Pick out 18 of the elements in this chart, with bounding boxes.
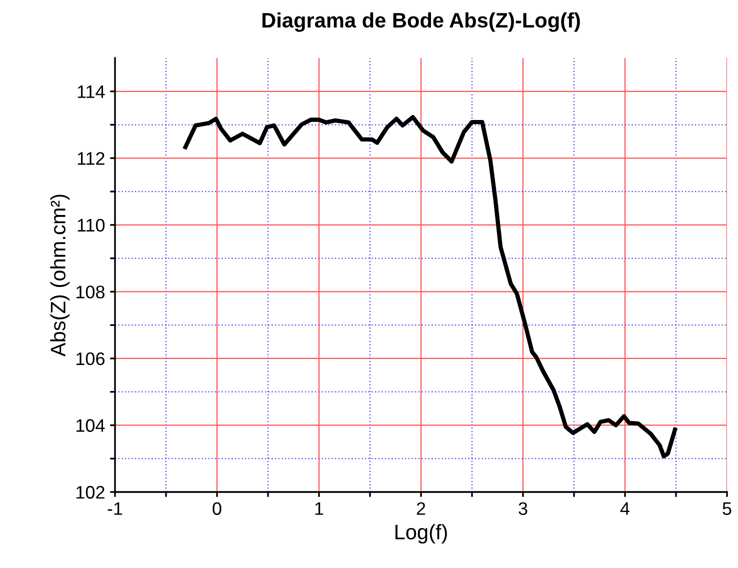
y-tick-label: 106 xyxy=(76,352,104,366)
y-tick-label: 102 xyxy=(76,486,104,499)
x-tick-label: 2 xyxy=(416,502,426,515)
x-tick-label: 4 xyxy=(620,502,630,515)
y-tick-label: 114 xyxy=(78,86,105,98)
x-tick-label: 3 xyxy=(518,502,528,515)
x-tick-label: -1 xyxy=(108,502,122,515)
y-axis-title: Abs(Z) (ohm.cm²) xyxy=(50,194,70,357)
y-tick-label: 104 xyxy=(76,419,105,432)
line-series xyxy=(183,115,678,458)
x-tick-label: 5 xyxy=(722,502,732,515)
x-tick-label: 0 xyxy=(212,502,222,515)
y-tick-label: 110 xyxy=(78,218,105,232)
x-axis-title: Log(f) xyxy=(396,524,447,544)
y-tick-label: 112 xyxy=(78,152,104,165)
y-tick-label: 108 xyxy=(76,286,104,298)
x-tick-label: 1 xyxy=(315,502,324,515)
chart-title: Diagrama de Bode Abs(Z)-Log(f) xyxy=(262,12,580,32)
